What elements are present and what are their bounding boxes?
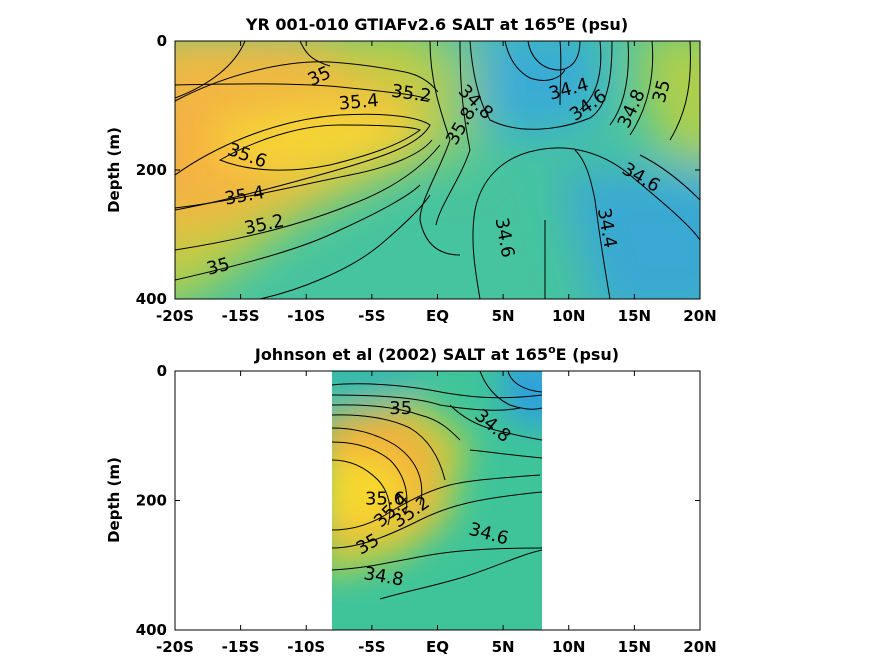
contour-label: 35.4 [338, 90, 380, 114]
chart-title-top: YR 001-010 GTIAFv2.6 SALT at 165oE (psu) [245, 13, 628, 34]
x-tick-label: 20N [683, 307, 716, 325]
y-axis-top: 0 200 400 [136, 32, 700, 308]
x-tick-label: -15S [222, 638, 260, 656]
y-tick-label: 200 [136, 492, 167, 510]
chart-title-bottom: Johnson et al (2002) SALT at 165oE (psu) [254, 343, 619, 364]
x-tick-label: 5N [492, 307, 515, 325]
x-tick-label: EQ [426, 638, 449, 656]
x-axis-bottom: -20S -15S -10S -5S EQ 5N 10N 15N 20N [156, 371, 717, 656]
y-tick-label: 0 [157, 32, 167, 50]
y-tick-label: 0 [157, 362, 167, 380]
y-axis-label-top: Depth (m) [105, 127, 123, 213]
x-tick-label: 15N [618, 638, 651, 656]
x-tick-label: -10S [287, 307, 325, 325]
x-tick-label: 15N [618, 307, 651, 325]
x-axis-top: -20S -15S -10S -5S EQ 5N 10N 15N 20N [156, 41, 717, 325]
x-tick-label: EQ [426, 307, 449, 325]
x-tick-label: -5S [358, 307, 385, 325]
x-tick-label: -20S [156, 307, 194, 325]
x-tick-label: 10N [552, 307, 585, 325]
contour-lines-top [175, 41, 700, 299]
y-axis-label-bottom: Depth (m) [105, 457, 123, 543]
contour-label: 35 [389, 398, 412, 419]
contour-lines-bottom [332, 371, 542, 600]
salinity-field-bottom: 35 34.835.635.435.235 34.634.8 [332, 371, 542, 630]
y-tick-label: 200 [136, 161, 167, 179]
y-tick-label: 400 [136, 290, 167, 308]
x-tick-label: 10N [552, 638, 585, 656]
panel-bottom: Johnson et al (2002) SALT at 165oE (psu) [105, 343, 717, 656]
y-axis-bottom: 0 200 400 [136, 362, 700, 639]
panel-top: YR 001-010 GTIAFv2.6 SALT at 165oE (psu) [105, 13, 717, 325]
x-tick-label: -20S [156, 638, 194, 656]
x-tick-label: -5S [358, 638, 385, 656]
x-tick-label: 5N [492, 638, 515, 656]
x-tick-label: 20N [683, 638, 716, 656]
x-tick-label: -15S [222, 307, 260, 325]
contour-label: 35.6 [365, 489, 405, 510]
y-tick-label: 400 [136, 621, 167, 639]
x-tick-label: -10S [287, 638, 325, 656]
